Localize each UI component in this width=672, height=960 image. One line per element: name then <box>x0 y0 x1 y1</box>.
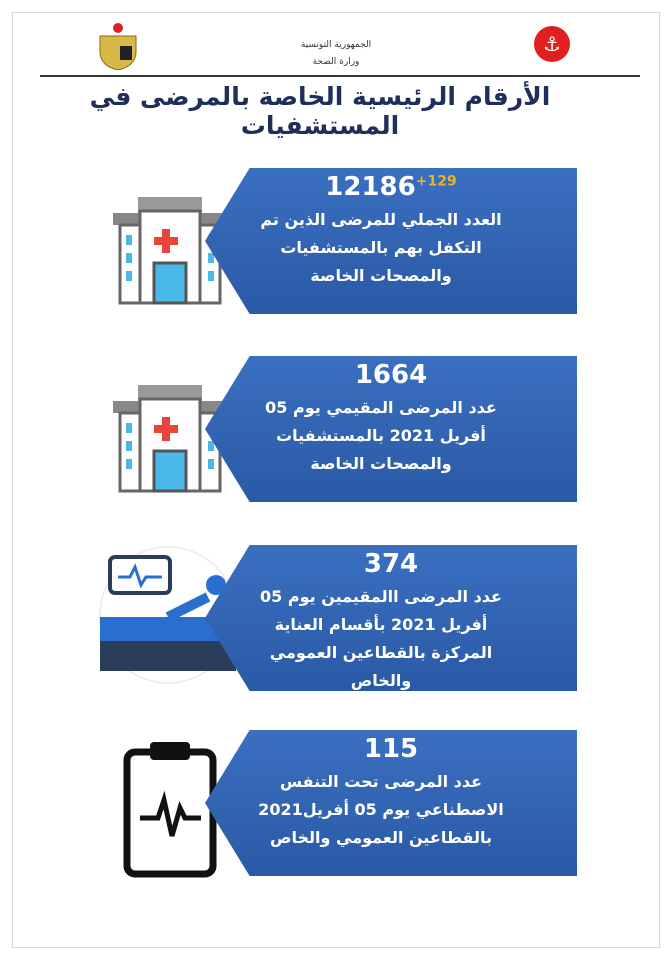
ministry-logo-icon: ⚓ <box>534 26 570 62</box>
stat-delta: +129 <box>415 173 457 190</box>
stat-card-icu-patients: 374 عدد المرضى االمقيمين يوم 05 أفريل 20… <box>205 545 577 691</box>
hospital-icon <box>113 197 227 305</box>
stat-description: عدد المرضى االمقيمين يوم 05 أفريل 2021 ب… <box>260 587 502 690</box>
stat-description: عدد المرضى تحت التنفس الاصطناعي يوم 05 أ… <box>258 772 504 847</box>
header-republic: الجمهورية التونسية <box>300 40 372 50</box>
stat-description: عدد المرضى المقيمي يوم 05 أفريل 2021 بال… <box>265 398 497 473</box>
stat-number: 12186 <box>325 172 416 202</box>
stat-number: 115 <box>363 734 419 764</box>
stat-number: 374 <box>363 549 419 579</box>
stat-card-total-patients: 12186+129 العدد الجملي للمرضى الذين تم ا… <box>205 168 577 314</box>
stat-number: 1664 <box>354 360 428 390</box>
tunisia-emblem-icon <box>99 23 137 70</box>
page-title: الأرقام الرئيسية الخاصة بالمرضى في المست… <box>89 82 551 140</box>
divider <box>40 75 640 77</box>
header-ministry: وزارة الصحة <box>312 57 360 67</box>
stat-card-ventilated-patients: 115 عدد المرضى تحت التنفس الاصطناعي يوم … <box>205 730 577 876</box>
stat-card-inpatients: 1664 عدد المرضى المقيمي يوم 05 أفريل 202… <box>205 356 577 502</box>
page-border <box>12 12 660 948</box>
clipboard-heartbeat-icon <box>123 742 217 878</box>
stat-description: العدد الجملي للمرضى الذين تم التكفل بهم … <box>260 210 502 285</box>
